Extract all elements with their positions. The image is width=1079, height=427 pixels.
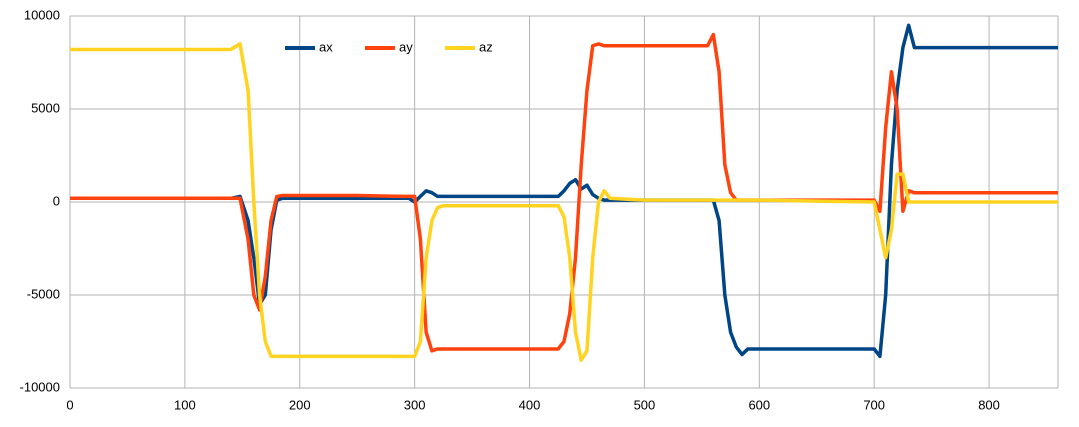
legend-label: ax bbox=[319, 39, 333, 54]
y-tick-label: 5000 bbox=[31, 100, 60, 115]
x-tick-label: 800 bbox=[978, 397, 1000, 412]
x-tick-label: 400 bbox=[519, 397, 541, 412]
x-tick-label: 300 bbox=[404, 397, 426, 412]
series-line bbox=[70, 42, 1058, 362]
x-tick-label: 200 bbox=[289, 397, 311, 412]
x-tick-label: 600 bbox=[748, 397, 770, 412]
x-tick-label: 100 bbox=[174, 397, 196, 412]
x-tick-label: 700 bbox=[863, 397, 885, 412]
series-line bbox=[70, 32, 1058, 353]
y-tick-label: -10000 bbox=[20, 379, 60, 394]
y-tick-label: 0 bbox=[53, 193, 60, 208]
y-tick-label: -5000 bbox=[27, 286, 60, 301]
x-tick-label: 500 bbox=[634, 397, 656, 412]
legend-label: az bbox=[479, 39, 493, 54]
y-tick-label: 10000 bbox=[24, 7, 60, 22]
x-tick-label: 0 bbox=[66, 397, 73, 412]
legend-label: ay bbox=[399, 39, 413, 54]
